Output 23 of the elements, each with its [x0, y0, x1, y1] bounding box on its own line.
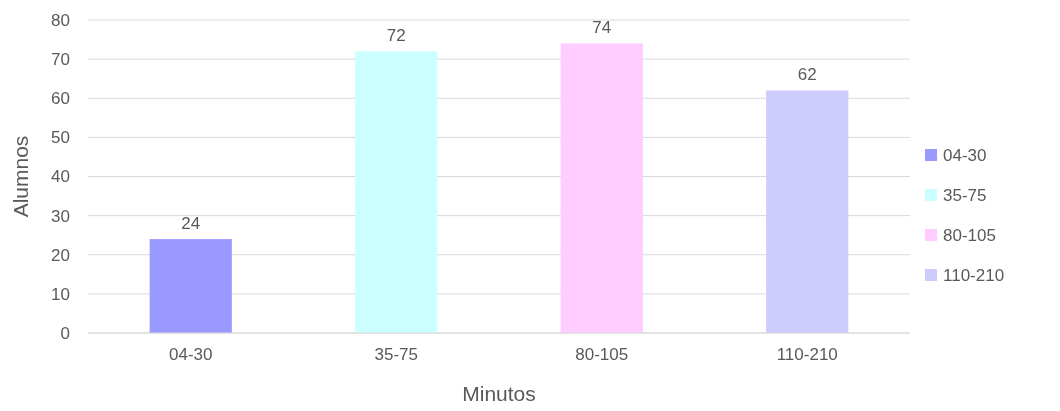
data-label: 24	[181, 214, 201, 234]
data-label: 62	[797, 65, 817, 85]
legend-label: 80-105	[943, 225, 996, 245]
x-tick-label: 80-105	[575, 345, 629, 364]
data-label: 74	[592, 18, 612, 38]
y-axis-title: Alumnos	[9, 135, 32, 218]
x-tick-label: 04-30	[169, 345, 213, 364]
y-tick-label: 20	[51, 245, 70, 265]
legend-label: 110-210	[943, 265, 1005, 285]
y-tick-label: 60	[51, 89, 70, 109]
x-tick-label: 35-75	[374, 345, 418, 364]
y-tick-label: 50	[51, 128, 70, 148]
y-tick-label: 40	[51, 167, 70, 187]
x-tick-label: 110-210	[776, 345, 838, 364]
y-tick-label: 0	[60, 323, 70, 343]
legend-label: 04-30	[943, 145, 987, 165]
data-label: 72	[386, 26, 406, 46]
y-tick-label: 30	[51, 206, 70, 226]
y-tick-label: 80	[51, 10, 70, 30]
y-tick-label: 10	[51, 284, 70, 304]
y-tick-label: 70	[51, 50, 70, 70]
x-axis-title: Minutos	[462, 382, 536, 405]
legend-label: 35-75	[943, 185, 987, 205]
